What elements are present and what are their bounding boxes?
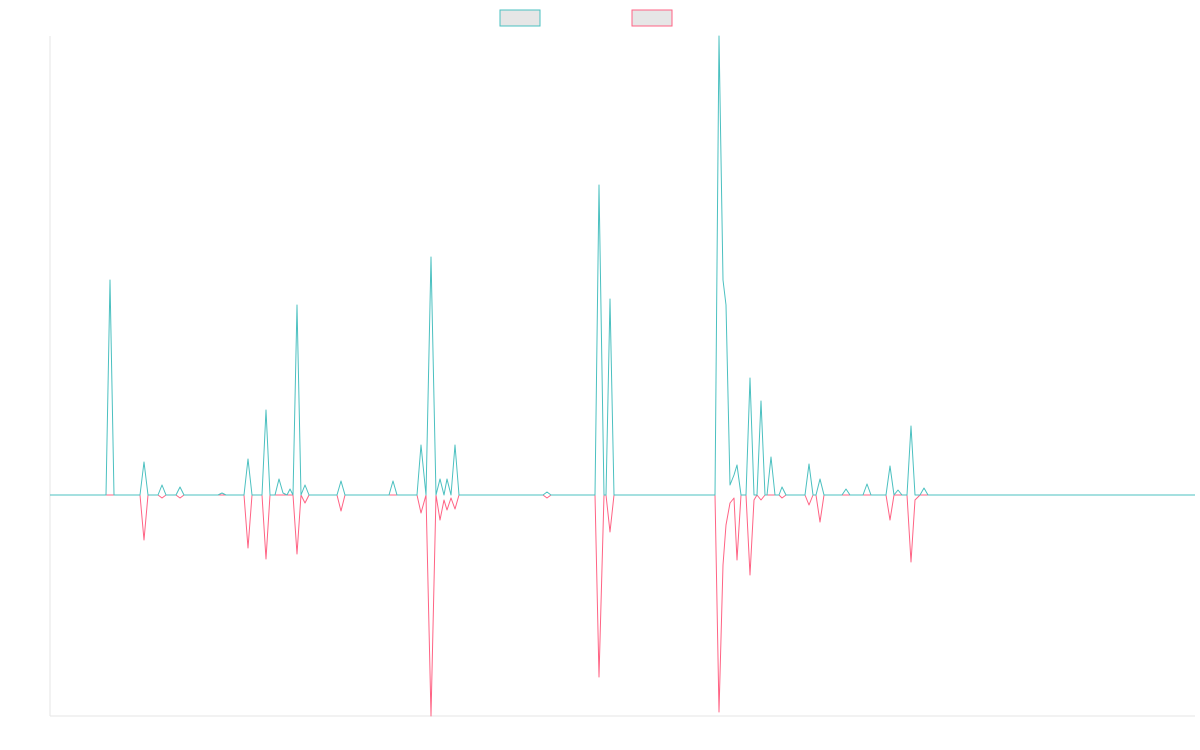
- series-line: [50, 35, 1195, 496]
- legend-swatch: [631, 9, 673, 27]
- legend-swatch: [499, 9, 541, 27]
- series-line: [50, 494, 1195, 717]
